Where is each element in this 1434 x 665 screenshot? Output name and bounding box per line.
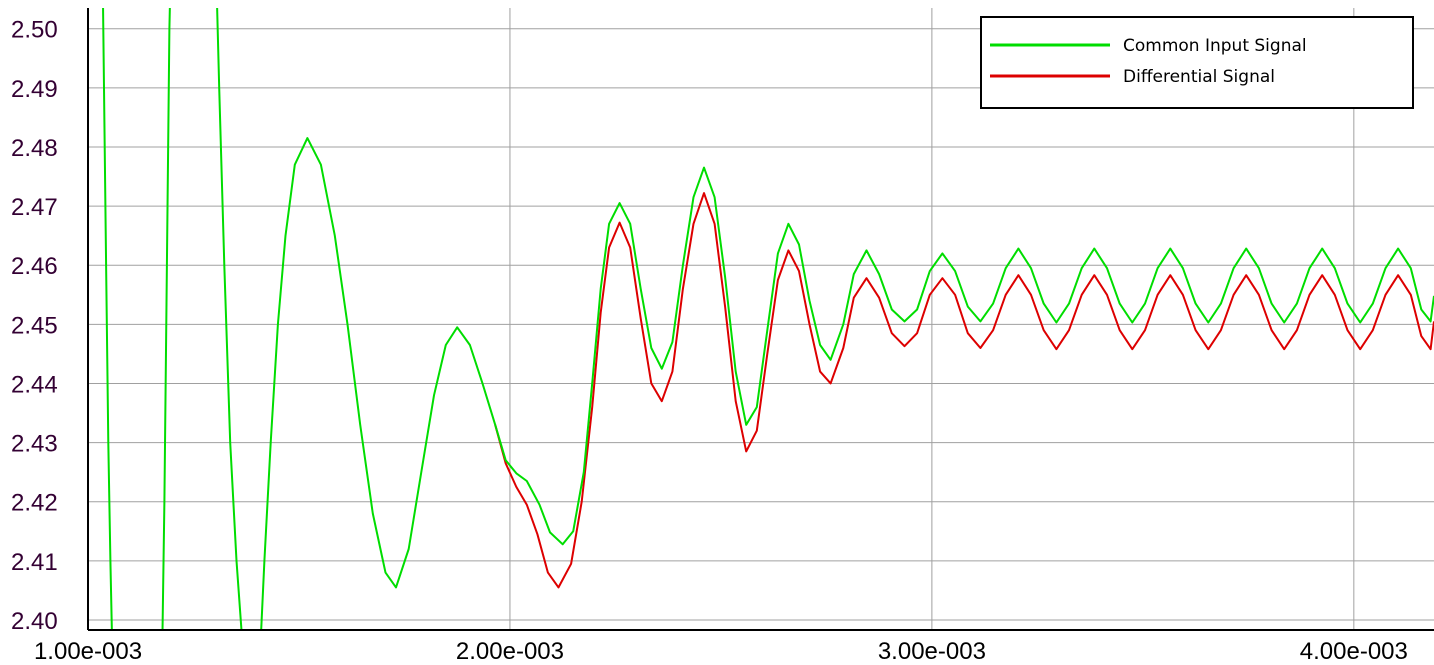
legend-box [980, 16, 1414, 109]
x-tick-label: 4.00e-003 [1300, 638, 1408, 665]
legend: Common Input Signal Differential Signal [980, 16, 1414, 109]
x-tick-label: 2.00e-003 [456, 638, 564, 665]
y-tick-label: 2.45 [11, 312, 58, 339]
y-tick-label: 2.49 [11, 76, 58, 103]
y-tick-label: 2.46 [11, 253, 58, 280]
y-tick-label: 2.44 [11, 371, 58, 398]
axis-layer [87, 8, 1434, 631]
series-line-differential-signal [494, 192, 1434, 589]
y-tick-label: 2.43 [11, 431, 58, 458]
y-tick-label: 2.41 [11, 549, 58, 576]
legend-label-common-input-signal: Common Input Signal [1123, 36, 1307, 56]
legend-label-differential-signal: Differential Signal [1123, 67, 1275, 87]
y-tick-label: 2.40 [11, 608, 58, 635]
series-layer [102, 8, 1434, 629]
tick-layer: 2.40 2.41 2.42 2.43 2.44 2.45 2.46 2.47 2.48 2.49… [11, 17, 1408, 665]
y-tick-label: 2.48 [11, 135, 58, 162]
y-tick-label: 2.47 [11, 194, 58, 221]
x-tick-label: 1.00e-003 [34, 638, 142, 665]
y-tick-label: 2.50 [11, 17, 58, 44]
y-tick-label: 2.42 [11, 490, 58, 517]
x-tick-label: 3.00e-003 [878, 638, 986, 665]
series-line-common-input-signal [102, 8, 1434, 629]
